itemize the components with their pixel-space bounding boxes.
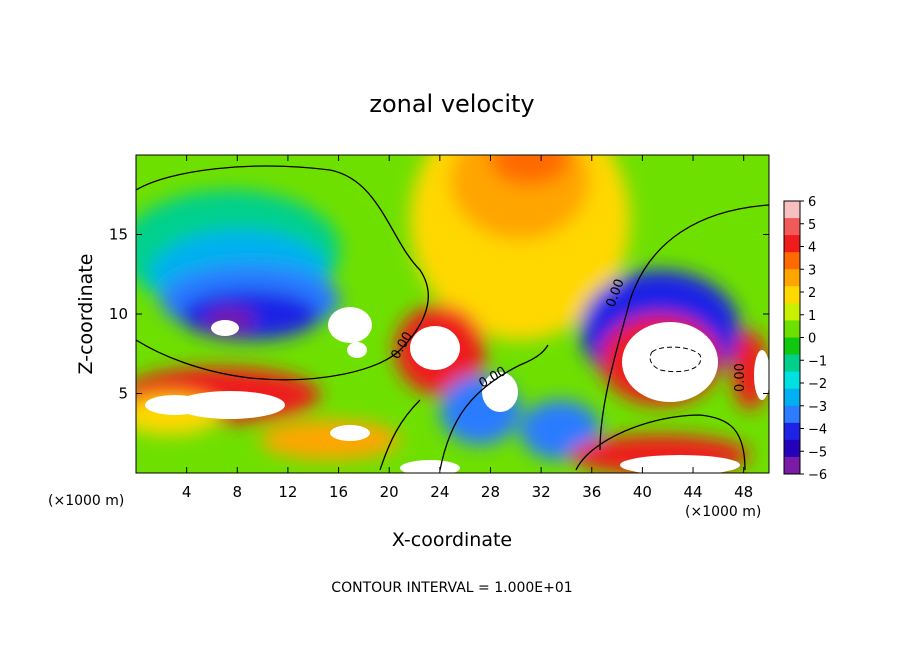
colorbar-tick-label: 0 [808, 332, 816, 347]
colorbar-swatch [784, 286, 800, 304]
colorbar-tick-label: −1 [808, 354, 827, 369]
colorbar-swatch [784, 439, 800, 458]
colorbar-tick-label: 6 [808, 195, 816, 210]
x-tick-label: 8 [233, 483, 243, 501]
y-tick-label: 5 [118, 385, 128, 403]
colorbar: 6 5 4 3 2 1 0 −1 −2 −3 −4 −5 −6 [783, 195, 827, 483]
x-tick-label: 32 [532, 483, 551, 501]
y-tick-label: 15 [109, 226, 128, 244]
colorbar-swatch [784, 252, 800, 270]
colorbar-tick-label: −2 [808, 377, 827, 392]
colorbar-tick-label: 5 [808, 218, 816, 233]
colorbar-swatch [784, 354, 800, 373]
contour-label: 0.00 [733, 363, 748, 392]
x-tick-label: 48 [734, 483, 753, 501]
x-unit-left: (×1000 m) [48, 493, 124, 509]
colorbar-swatch [784, 320, 800, 338]
x-tick-label: 12 [278, 483, 297, 501]
colorbar-swatch [784, 456, 800, 475]
colorbar-swatch [784, 269, 800, 287]
x-tick-label: 24 [430, 483, 449, 501]
colorbar-swatch [784, 235, 800, 253]
x-axis-ticks: 4 8 12 16 20 24 28 32 36 40 44 48 [182, 155, 753, 501]
colorbar-tick-label: 3 [808, 263, 816, 278]
x-tick-label: 28 [481, 483, 500, 501]
y-tick-label: 10 [109, 305, 128, 323]
x-axis-label: X-coordinate [392, 529, 512, 551]
x-unit-right: (×1000 m) [685, 504, 761, 520]
colorbar-tick-label: −5 [808, 445, 827, 460]
x-tick-label: 20 [380, 483, 399, 501]
colorbar-tick-label: −4 [808, 423, 827, 438]
heatmap-field: 0.00 0.00 0.00 0.00 [136, 155, 769, 473]
colorbar-tick-label: −6 [808, 468, 827, 483]
colorbar-tick-label: 2 [808, 286, 816, 301]
x-tick-label: 40 [633, 483, 652, 501]
colorbar-swatch [784, 201, 800, 219]
y-axis-ticks: 5 10 15 [109, 226, 769, 403]
colorbar-tick-label: 4 [808, 241, 816, 256]
colorbar-swatch [784, 337, 800, 356]
colorbar-tick-label: 1 [808, 309, 816, 324]
colorbar-swatch [784, 371, 800, 390]
colorbar-tick-label: −3 [808, 400, 827, 415]
colorbar-swatch [784, 422, 800, 441]
y-axis-label: Z-coordinate [75, 254, 97, 375]
x-tick-label: 36 [582, 483, 601, 501]
x-tick-label: 16 [329, 483, 348, 501]
x-tick-label: 4 [182, 483, 192, 501]
colorbar-swatch [784, 303, 800, 321]
contour-interval-footer: CONTOUR INTERVAL = 1.000E+01 [331, 580, 572, 596]
colorbar-swatch [784, 388, 800, 407]
x-tick-label: 44 [683, 483, 702, 501]
chart-title: zonal velocity [369, 90, 534, 118]
colorbar-swatch [784, 405, 800, 424]
colorbar-swatch [784, 218, 800, 236]
